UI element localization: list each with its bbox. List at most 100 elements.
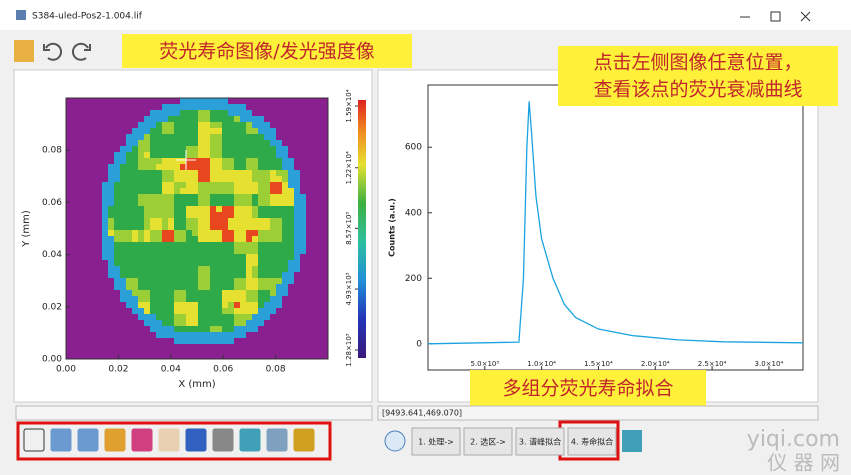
heatmap-cell xyxy=(120,188,126,194)
step-button[interactable] xyxy=(515,427,565,456)
maximize-button[interactable] xyxy=(770,11,781,22)
heatmap-cell xyxy=(150,182,156,188)
heatmap-cell xyxy=(234,176,240,182)
heatmap-cell xyxy=(174,296,180,302)
heatmap-cell xyxy=(162,356,168,359)
heatmap-cell xyxy=(90,266,96,272)
heatmap-cell xyxy=(252,104,258,110)
heatmap-cell xyxy=(126,122,132,128)
x-tick-label: 2.0×10⁴ xyxy=(641,360,670,368)
heatmap-cell xyxy=(162,248,168,254)
heatmap-cell xyxy=(312,296,318,302)
heatmap-cell xyxy=(156,206,162,212)
open-icon[interactable] xyxy=(14,40,34,62)
heatmap-cell xyxy=(222,170,228,176)
heatmap-cell xyxy=(72,332,78,338)
tool-button[interactable] xyxy=(293,428,315,452)
heatmap-cell xyxy=(228,254,234,260)
heatmap-cell xyxy=(102,182,108,188)
heatmap-cell xyxy=(222,266,228,272)
heatmap-cell xyxy=(144,266,150,272)
heatmap-cell xyxy=(120,194,126,200)
heatmap-cell xyxy=(108,170,114,176)
heatmap-cell xyxy=(270,338,276,344)
heatmap-cell xyxy=(258,356,264,359)
heatmap-cell xyxy=(198,200,204,206)
heatmap-cell xyxy=(318,158,324,164)
heatmap-cell xyxy=(324,194,328,200)
heatmap-cell xyxy=(180,272,186,278)
heatmap-cell xyxy=(324,134,328,140)
heatmap-cell xyxy=(144,164,150,170)
undo-icon[interactable] xyxy=(43,42,63,61)
heatmap-cell xyxy=(216,158,222,164)
heatmap-cell xyxy=(318,212,324,218)
heatmap-cell xyxy=(198,350,204,356)
heatmap-cell xyxy=(288,224,294,230)
heatmap-cell xyxy=(66,344,72,350)
step-button[interactable] xyxy=(411,427,461,456)
tool-button[interactable] xyxy=(185,428,207,452)
heatmap-cell xyxy=(234,230,240,236)
heatmap-cell xyxy=(228,116,234,122)
heatmap-cell xyxy=(282,170,288,176)
heatmap-cell xyxy=(84,338,90,344)
heatmap-cell xyxy=(180,104,186,110)
next-button[interactable] xyxy=(622,430,642,452)
heatmap-cell xyxy=(102,218,108,224)
heatmap-cell xyxy=(114,224,120,230)
heatmap-cell xyxy=(222,356,228,359)
tool-button[interactable] xyxy=(239,428,261,452)
step-button[interactable] xyxy=(567,427,617,456)
heatmap-cell xyxy=(66,224,72,230)
heatmap-cell xyxy=(150,128,156,134)
heatmap-cell xyxy=(276,122,282,128)
heatmap-cell xyxy=(162,308,168,314)
heatmap-cell xyxy=(156,254,162,260)
heatmap-cell xyxy=(228,314,234,320)
heatmap-cell xyxy=(318,224,324,230)
step-button[interactable] xyxy=(463,427,513,456)
heatmap-cell xyxy=(312,176,318,182)
heatmap-cell xyxy=(282,182,288,188)
heatmap-cell xyxy=(270,308,276,314)
redo-icon[interactable] xyxy=(71,42,91,61)
heatmap-cell xyxy=(204,344,210,350)
heatmap-cell xyxy=(222,164,228,170)
heatmap[interactable] xyxy=(66,98,330,362)
tool-button[interactable] xyxy=(158,428,180,452)
heatmap-cell xyxy=(72,350,78,356)
tool-button[interactable] xyxy=(77,428,99,452)
heatmap-cell xyxy=(282,206,288,212)
heatmap-cell xyxy=(204,164,210,170)
close-button[interactable] xyxy=(800,11,811,22)
tool-button[interactable] xyxy=(104,428,126,452)
heatmap-cell xyxy=(306,158,312,164)
heatmap-cell xyxy=(78,146,84,152)
heatmap-cell xyxy=(66,302,72,308)
heatmap-cell xyxy=(318,134,324,140)
tool-button[interactable] xyxy=(266,428,288,452)
tool-button[interactable] xyxy=(50,428,72,452)
heatmap-cell xyxy=(114,272,120,278)
heatmap-cell xyxy=(324,284,328,290)
tool-button[interactable] xyxy=(23,428,45,452)
heatmap-cell xyxy=(312,236,318,242)
tool-button[interactable] xyxy=(212,428,234,452)
heatmap-cell xyxy=(150,278,156,284)
heatmap-cell xyxy=(270,152,276,158)
heatmap-cell xyxy=(234,332,240,338)
heatmap-cell xyxy=(132,116,138,122)
heatmap-cell xyxy=(192,296,198,302)
heatmap-cell xyxy=(216,164,222,170)
heatmap-cell xyxy=(96,248,102,254)
heatmap-cell xyxy=(252,236,258,242)
mail-button[interactable] xyxy=(384,430,406,452)
heatmap-cell xyxy=(156,158,162,164)
tool-button[interactable] xyxy=(131,428,153,452)
heatmap-cell xyxy=(138,200,144,206)
heatmap-cell xyxy=(270,206,276,212)
heatmap-cell xyxy=(156,230,162,236)
heatmap-cell xyxy=(252,110,258,116)
heatmap-cell xyxy=(264,140,270,146)
